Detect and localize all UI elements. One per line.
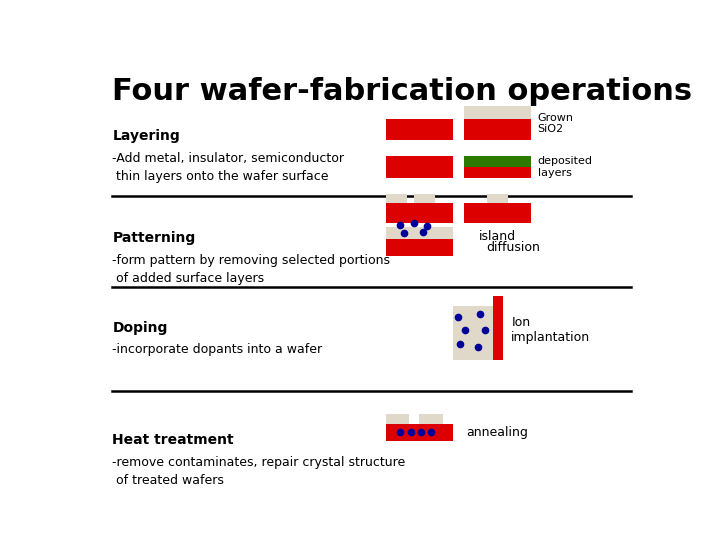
Text: Four wafer-fabrication operations: Four wafer-fabrication operations — [112, 77, 693, 106]
Text: Doping: Doping — [112, 321, 168, 334]
Bar — [464, 156, 531, 167]
Text: Layering: Layering — [112, 129, 180, 143]
Bar — [464, 203, 531, 223]
Bar — [453, 306, 503, 360]
Text: -incorporate dopants into a wafer: -incorporate dopants into a wafer — [112, 343, 323, 356]
Bar — [493, 295, 503, 360]
Bar — [386, 424, 453, 441]
Bar — [386, 239, 453, 256]
Bar — [464, 106, 531, 119]
Text: -remove contaminates, repair crystal structure
 of treated wafers: -remove contaminates, repair crystal str… — [112, 456, 405, 487]
Text: -form pattern by removing selected portions
 of added surface layers: -form pattern by removing selected porti… — [112, 254, 390, 285]
Bar — [386, 203, 453, 223]
Text: hole: hole — [406, 230, 433, 244]
Bar — [487, 194, 508, 203]
Bar — [386, 156, 453, 178]
Text: -Add metal, insulator, semiconductor
 thin layers onto the wafer surface: -Add metal, insulator, semiconductor thi… — [112, 152, 344, 183]
Text: Heat treatment: Heat treatment — [112, 433, 234, 447]
Bar — [464, 119, 531, 140]
Bar — [386, 415, 409, 424]
Bar — [386, 227, 453, 239]
Text: Grown
SiO2: Grown SiO2 — [538, 113, 574, 134]
Text: island: island — [479, 230, 516, 244]
Text: deposited
layers: deposited layers — [538, 156, 593, 178]
Bar — [419, 415, 443, 424]
Text: annealing: annealing — [467, 426, 528, 439]
Text: diffusion: diffusion — [486, 241, 540, 254]
Text: Ion
implantation: Ion implantation — [511, 316, 590, 345]
Bar — [386, 119, 453, 140]
Bar — [464, 167, 531, 178]
Bar — [414, 194, 435, 203]
Text: Patterning: Patterning — [112, 231, 196, 245]
Bar — [386, 194, 407, 203]
